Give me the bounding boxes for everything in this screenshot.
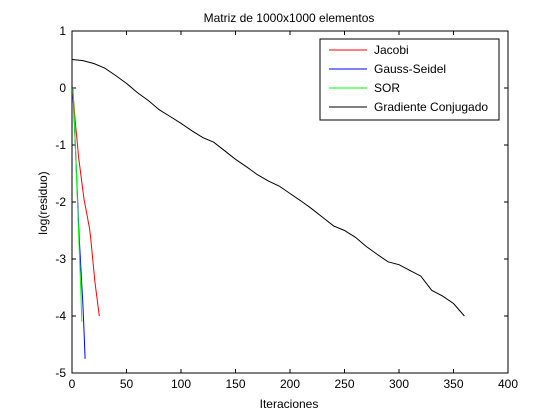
- y-tick-label: -5: [55, 366, 66, 380]
- x-tick-label: 250: [334, 377, 354, 391]
- chart-title: Matriz de 1000x1000 elementos: [204, 11, 375, 25]
- x-tick-label: 350: [443, 377, 463, 391]
- legend-label-gradiente-conjugado: Gradiente Conjugado: [374, 100, 488, 114]
- y-tick-label: -2: [55, 195, 66, 209]
- x-tick-label: 300: [389, 377, 409, 391]
- x-axis-ticks: 0 50 100 150 200 250 300 350 400: [69, 31, 518, 391]
- x-axis-label: Iteraciones: [260, 397, 319, 411]
- legend-label-gauss-seidel: Gauss-Seidel: [374, 62, 446, 76]
- x-tick-label: 50: [120, 377, 134, 391]
- y-tick-label: 0: [59, 81, 66, 95]
- x-tick-label: 200: [280, 377, 300, 391]
- y-axis-label: log(residuo): [36, 171, 50, 234]
- y-tick-label: 1: [59, 24, 66, 38]
- legend-label-jacobi: Jacobi: [374, 43, 409, 57]
- series-layer: [71, 59, 465, 359]
- y-axis-ticks: 1 0 -1 -2 -3 -4 -5: [55, 24, 508, 380]
- legend: Jacobi Gauss-Seidel SOR Gradiente Conjugado: [319, 38, 500, 121]
- x-tick-label: 0: [69, 377, 76, 391]
- series-line-gradiente-conjugado: [71, 59, 465, 317]
- x-tick-label: 150: [225, 377, 245, 391]
- legend-label-sor: SOR: [374, 81, 400, 95]
- y-tick-label: -1: [55, 138, 66, 152]
- x-tick-label: 100: [171, 377, 191, 391]
- x-tick-label: 400: [498, 377, 518, 391]
- y-tick-label: -4: [55, 309, 66, 323]
- series-line-sor: [72, 87, 83, 322]
- y-tick-label: -3: [55, 252, 66, 266]
- series-line-jacobi: [72, 93, 100, 317]
